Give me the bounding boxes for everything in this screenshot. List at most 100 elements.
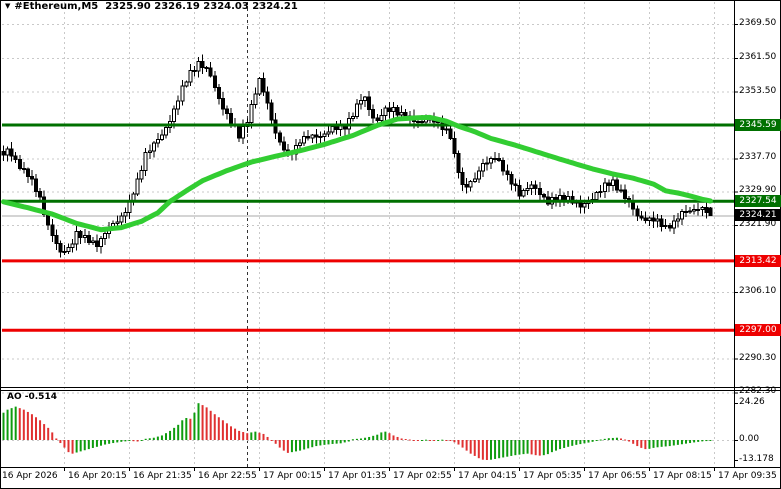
- dropdown-arrow-icon[interactable]: ▼: [5, 2, 11, 10]
- candle-body: [493, 157, 498, 160]
- ao-bar: [311, 440, 314, 448]
- candle-body: [74, 230, 79, 245]
- candle-body: [704, 206, 709, 213]
- ao-bar: [615, 437, 618, 440]
- candle-body: [452, 137, 457, 155]
- ao-bar: [469, 440, 472, 454]
- candle-body: [220, 98, 225, 110]
- ao-bar: [43, 424, 46, 440]
- time-tick-label: 17 Apr 02:55: [393, 471, 452, 481]
- ao-bar: [701, 440, 704, 442]
- ao-bar: [213, 414, 216, 440]
- candle-body: [667, 225, 672, 229]
- candle-body: [354, 103, 359, 117]
- ao-bar: [449, 440, 452, 441]
- candle-body: [468, 181, 473, 188]
- ao-bar: [514, 440, 517, 456]
- candle-body: [66, 246, 71, 253]
- ao-bar: [197, 403, 200, 440]
- candle-body: [375, 117, 380, 121]
- candle-body: [42, 196, 47, 216]
- candle-body: [521, 189, 526, 197]
- candle-body: [700, 206, 705, 210]
- ao-bar: [433, 440, 436, 441]
- candle-body: [257, 78, 262, 95]
- candle-body: [70, 243, 75, 248]
- ao-bar: [169, 430, 172, 440]
- ao-bar: [453, 440, 456, 443]
- ao-bar: [83, 440, 86, 451]
- candle-body: [5, 148, 10, 156]
- ao-bar: [22, 409, 25, 440]
- candle-body: [58, 242, 63, 253]
- candle-body: [419, 120, 424, 123]
- candle-body: [489, 158, 493, 164]
- price-tick-label: 2329.90: [739, 185, 777, 196]
- candle-body: [224, 108, 229, 114]
- ao-tick-label: 0.00: [739, 434, 760, 444]
- candle-body: [253, 93, 258, 106]
- ao-bar: [262, 433, 265, 440]
- ao-bar: [555, 440, 557, 451]
- candle-body: [367, 96, 372, 110]
- ao-bar: [331, 440, 334, 444]
- ao-bar: [30, 414, 33, 440]
- ao-bar: [152, 437, 155, 440]
- candle-body: [383, 107, 388, 117]
- ao-bar: [530, 440, 533, 455]
- time-tick-label: 17 Apr 00:15: [263, 471, 322, 481]
- candle-body: [184, 81, 189, 87]
- ao-bar: [254, 431, 257, 440]
- ao-bar: [307, 440, 310, 449]
- ao-bar: [705, 440, 708, 442]
- ao-bar: [368, 436, 371, 440]
- candle-body: [13, 155, 18, 161]
- ao-bar: [376, 434, 379, 440]
- candle-body: [314, 134, 319, 138]
- ao-bar: [542, 440, 545, 456]
- ao-bar: [347, 440, 350, 442]
- ao-bar: [404, 439, 407, 441]
- ao-bar: [571, 440, 574, 446]
- candle-body: [1, 151, 6, 156]
- ao-bar: [624, 439, 627, 441]
- ohlc-label: 2325.90 2326.19 2324.03 2324.21: [105, 1, 298, 12]
- time-tick-label: 17 Apr 04:15: [458, 471, 517, 481]
- ao-bar: [2, 412, 5, 440]
- ao-bar: [400, 438, 403, 440]
- price-tick-label: 2337.70: [739, 152, 777, 163]
- price-axis[interactable]: 2369.50 2361.50 2353.50 2337.70 2329.90 2321.…: [735, 0, 781, 467]
- candle-body: [192, 69, 197, 72]
- ao-bar: [506, 440, 509, 457]
- candle-body: [229, 112, 233, 125]
- ao-bar: [225, 423, 228, 440]
- candle-body: [533, 184, 538, 189]
- candle-body: [82, 235, 87, 239]
- ao-bar: [335, 440, 338, 444]
- ao-bar: [26, 411, 29, 440]
- ao-bar: [579, 440, 582, 445]
- ao-bar: [660, 440, 663, 447]
- candle-body: [509, 173, 514, 185]
- candle-body: [326, 131, 331, 135]
- time-tick-label: 17 Apr 01:35: [328, 471, 387, 481]
- ao-bar: [230, 426, 232, 440]
- candle-body: [62, 251, 67, 254]
- candle-body: [302, 135, 307, 144]
- ao-bar: [473, 440, 476, 456]
- time-axis[interactable]: 16 Apr 2026 16 Apr 20:15 16 Apr 21:35 16 Ap…: [0, 468, 781, 488]
- time-tick-label: 17 Apr 08:15: [653, 471, 712, 481]
- candle-body: [322, 133, 327, 137]
- candle-body: [172, 108, 177, 123]
- ao-bar: [343, 440, 346, 443]
- symbol-label: #Ethereum,M5: [14, 1, 99, 12]
- ao-bar: [91, 440, 94, 448]
- ao-bar: [648, 440, 651, 449]
- ao-name: AO: [7, 392, 22, 402]
- candle-body: [103, 233, 108, 239]
- ao-bar: [140, 440, 143, 441]
- ao-bar: [63, 440, 66, 448]
- candle-body: [610, 179, 615, 187]
